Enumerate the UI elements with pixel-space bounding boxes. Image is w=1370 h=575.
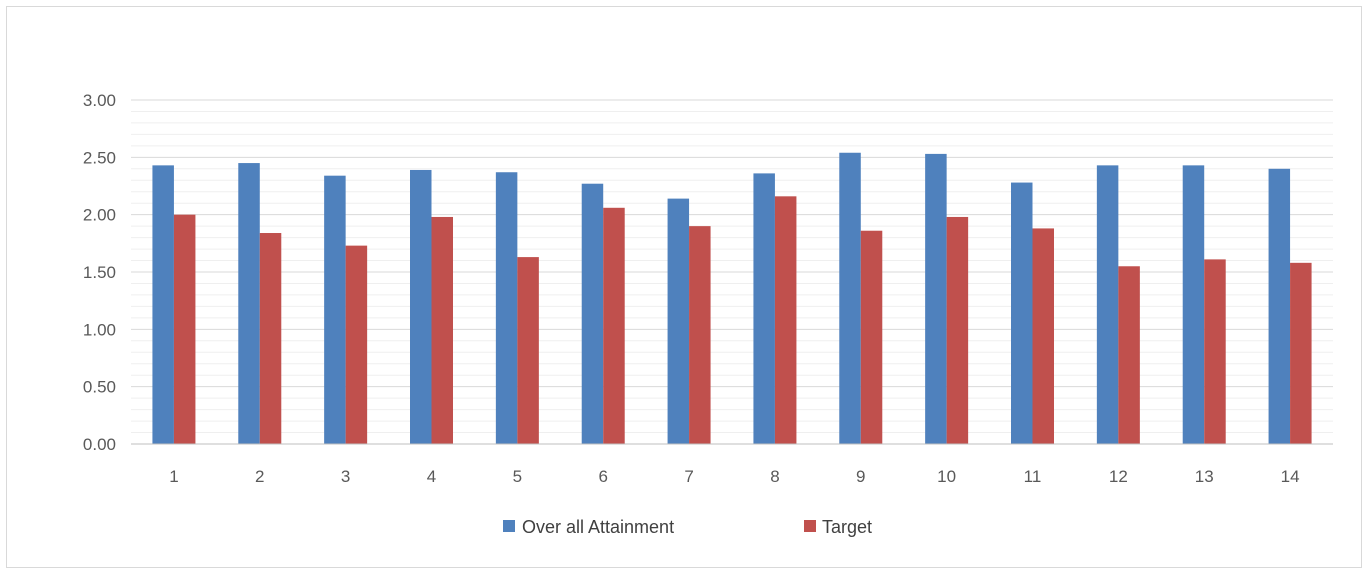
attainment-bar-4 bbox=[410, 169, 432, 445]
x-tick-label: 7 bbox=[684, 467, 693, 486]
x-tick-label: 1 bbox=[169, 467, 178, 486]
target-bar-6 bbox=[603, 207, 625, 444]
y-tick-label: 1.00 bbox=[83, 320, 116, 339]
x-tick-label: 11 bbox=[1024, 467, 1042, 486]
gridlines bbox=[131, 99, 1333, 434]
x-tick-label: 4 bbox=[427, 467, 436, 486]
attainment-bar-12 bbox=[1096, 165, 1119, 445]
x-tick-label: 3 bbox=[341, 467, 350, 486]
x-tick-label: 9 bbox=[856, 467, 865, 486]
x-tick-label: 2 bbox=[255, 467, 264, 486]
y-tick-label: 1.50 bbox=[83, 263, 116, 282]
target-bar-7 bbox=[689, 226, 711, 444]
attainment-bar-7 bbox=[667, 198, 690, 444]
attainment-bar-13 bbox=[1182, 165, 1205, 445]
target-bar-10 bbox=[946, 216, 969, 444]
target-bar-4 bbox=[431, 216, 453, 444]
y-tick-label: 0.50 bbox=[83, 378, 116, 397]
legend: Over all Attainment Target bbox=[503, 517, 872, 537]
target-bar-12 bbox=[1118, 266, 1140, 444]
target-bar-2 bbox=[259, 233, 282, 444]
target-bar-9 bbox=[860, 230, 883, 444]
x-tick-label: 5 bbox=[513, 467, 522, 486]
bars bbox=[152, 152, 1312, 445]
attainment-bar-14 bbox=[1268, 168, 1291, 445]
target-bar-11 bbox=[1032, 228, 1054, 444]
attainment-bar-2 bbox=[238, 163, 260, 445]
legend-swatch bbox=[503, 520, 515, 532]
y-tick-label: 0.00 bbox=[83, 435, 116, 454]
x-axis-ticks: 1 2 3 4 5 6 7 8 9 10 11 12 13 14 bbox=[169, 467, 1299, 486]
attainment-bar-6 bbox=[581, 183, 604, 444]
target-bar-14 bbox=[1290, 262, 1312, 444]
attainment-bar-8 bbox=[753, 173, 775, 445]
target-bar-1 bbox=[173, 214, 196, 444]
y-axis-ticks: 0.00 0.50 1.00 1.50 2.00 2.50 3.00 bbox=[83, 91, 116, 454]
target-bar-5 bbox=[517, 257, 539, 444]
target-bar-3 bbox=[345, 245, 368, 444]
target-bar-13 bbox=[1204, 259, 1226, 444]
x-tick-label: 13 bbox=[1195, 467, 1214, 486]
x-tick-label: 14 bbox=[1281, 467, 1300, 486]
x-tick-label: 6 bbox=[598, 467, 607, 486]
y-tick-label: 3.00 bbox=[83, 91, 116, 110]
legend-label: Target bbox=[822, 517, 872, 537]
legend-label: Over all Attainment bbox=[522, 517, 674, 537]
x-tick-label: 12 bbox=[1109, 467, 1128, 486]
target-bar-8 bbox=[774, 196, 797, 444]
attainment-bar-11 bbox=[1011, 182, 1033, 444]
attainment-bar-10 bbox=[925, 153, 947, 445]
attainment-bar-1 bbox=[152, 165, 174, 445]
legend-swatch bbox=[804, 520, 816, 532]
y-tick-label: 2.50 bbox=[83, 148, 116, 167]
x-tick-label: 10 bbox=[937, 467, 956, 486]
attainment-bar-5 bbox=[495, 172, 518, 445]
x-tick-label: 8 bbox=[770, 467, 779, 486]
attainment-bar-9 bbox=[839, 152, 861, 444]
attainment-bar-3 bbox=[324, 175, 346, 444]
y-tick-label: 2.00 bbox=[83, 206, 116, 225]
